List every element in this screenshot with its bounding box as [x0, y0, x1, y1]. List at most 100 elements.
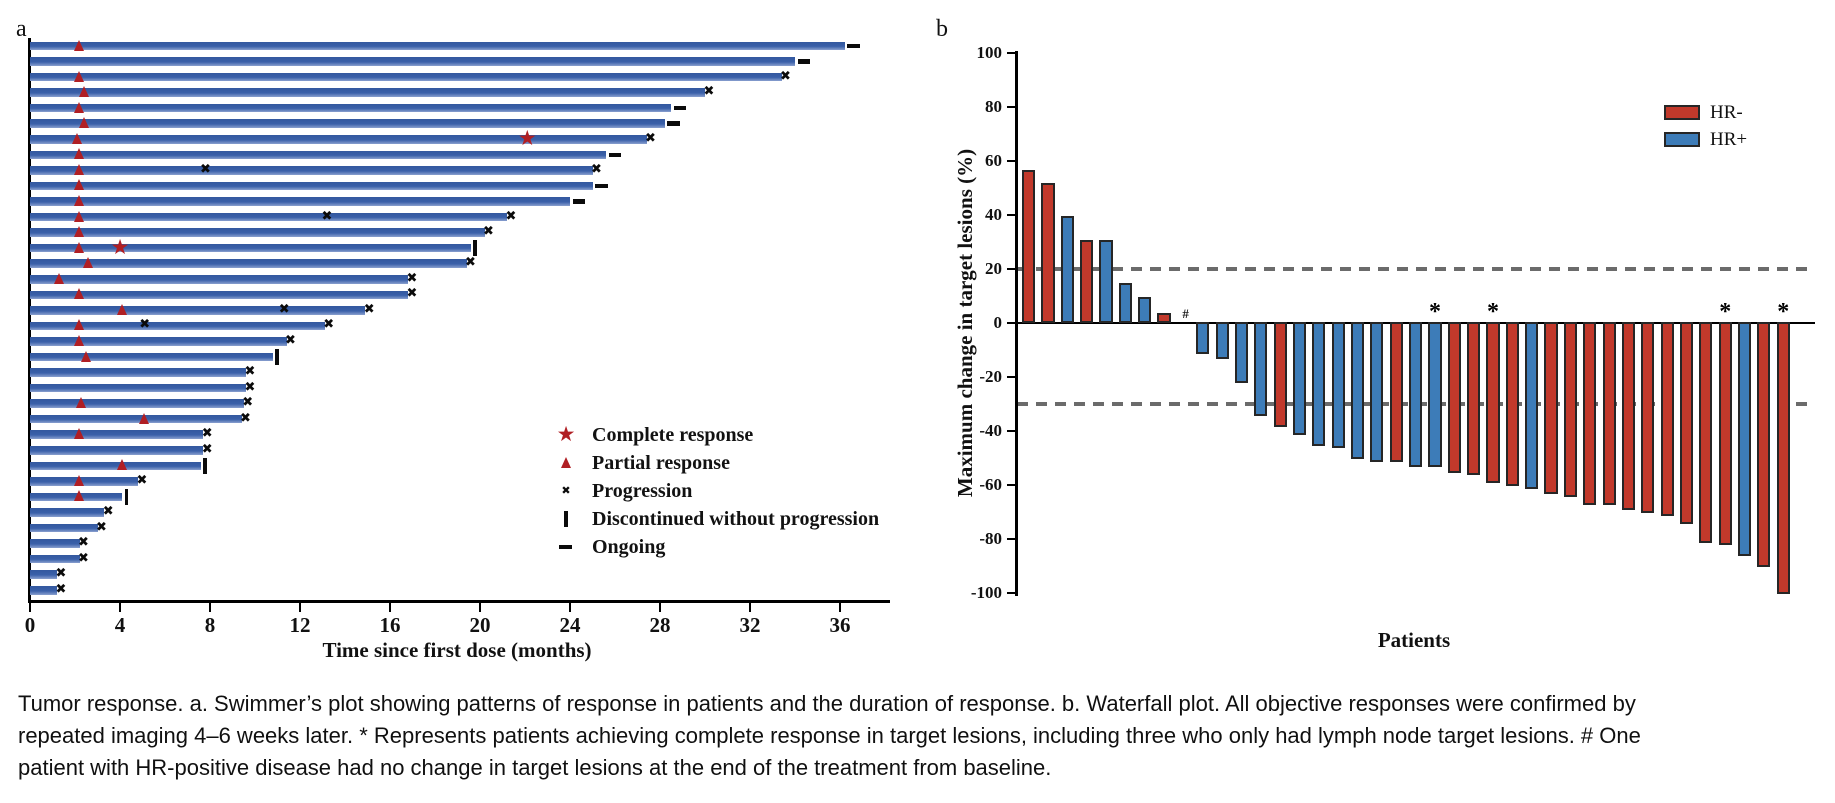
waterfall-bar — [1583, 322, 1597, 505]
progression-x-icon: ✖ — [278, 301, 290, 317]
swimmer-legend-label: Progression — [592, 480, 693, 502]
progression-x-icon: ✖ — [102, 504, 114, 519]
waterfall-y-tick-label: 0 — [993, 313, 1003, 332]
waterfall-bar — [1486, 322, 1500, 484]
ongoing-dash-icon — [595, 183, 608, 189]
waterfall-bar — [1292, 322, 1307, 435]
panel-b-label: b — [936, 16, 948, 42]
swimmer-bar — [30, 368, 246, 377]
waterfall-legend-swatch — [1664, 132, 1700, 147]
swimmer-x-tick — [118, 602, 122, 612]
waterfall-y-tick — [1007, 159, 1016, 163]
waterfall-bar — [1273, 322, 1287, 427]
progression-x-icon: ✖ — [321, 208, 333, 224]
progression-x-icon: ✖ — [406, 286, 418, 302]
waterfall-bar — [1254, 322, 1268, 416]
waterfall-bar — [1776, 322, 1790, 594]
panel-a-label: a — [16, 16, 27, 42]
partial-response-triangle-icon — [116, 303, 127, 315]
figure-caption: Tumor response. a. Swimmer’s plot showin… — [18, 691, 1641, 780]
partial-response-triangle-icon — [74, 226, 84, 238]
progression-x-icon: ✖ — [363, 301, 375, 317]
partial-response-triangle-icon — [74, 288, 84, 300]
progression-x-icon: ✖ — [240, 410, 251, 426]
partial-response-triangle-icon — [74, 241, 84, 253]
progression-x-icon: ✖ — [244, 379, 256, 395]
swimmer-bar — [30, 461, 201, 471]
complete-response-asterisk: * — [1487, 299, 1499, 325]
waterfall-y-tick-label: -60 — [979, 475, 1002, 494]
partial-response-triangle-icon — [76, 397, 87, 409]
swimmer-x-tick — [388, 602, 392, 612]
waterfall-y-tick — [1007, 321, 1016, 325]
partial-response-triangle-icon — [74, 148, 84, 160]
swimmer-bar — [30, 243, 471, 253]
swimmer-x-tick-label: 12 — [289, 613, 311, 637]
waterfall-bar — [1022, 169, 1036, 323]
waterfall-legend-label: HR+ — [1710, 129, 1748, 150]
progression-x-icon: ✖ — [780, 68, 791, 84]
swimmer-x-tick — [28, 602, 32, 612]
waterfall-legend-label: HR- — [1710, 102, 1743, 123]
partial-response-triangle-icon — [74, 70, 84, 82]
swimmer-bar — [30, 508, 105, 517]
progression-x-icon: ✖ — [323, 317, 335, 333]
swimmer-bar — [30, 585, 57, 595]
partial-response-triangle-icon — [74, 39, 84, 51]
complete-response-star-icon: ★ — [556, 422, 576, 446]
ongoing-dash-icon — [797, 59, 810, 64]
partial-response-triangle-icon — [116, 459, 127, 471]
partial-response-triangle-icon — [74, 163, 84, 175]
swimmer-bar — [30, 352, 273, 362]
swimmer-bar — [30, 197, 570, 206]
partial-response-triangle-icon — [78, 117, 89, 129]
swimmer-bar — [30, 150, 606, 160]
waterfall-y-tick-label: -100 — [970, 583, 1002, 602]
swimmer-x-tick-label: 16 — [379, 613, 401, 637]
waterfall-bar — [1428, 322, 1442, 468]
partial-response-triangle-icon — [74, 319, 84, 331]
waterfall-bar — [1196, 322, 1210, 354]
waterfall-y-tick — [1007, 375, 1016, 379]
swimmer-x-tick — [208, 602, 212, 612]
swimmer-x-tick-label: 20 — [469, 613, 491, 637]
swimmer-bar — [30, 554, 80, 564]
progression-x-icon: ✖ — [483, 224, 494, 240]
progression-x-icon: ✖ — [78, 550, 89, 566]
partial-response-triangle-icon — [71, 132, 82, 144]
swimmer-x-axis-title: Time since first dose (months) — [322, 638, 592, 662]
progression-x-icon: ✖ — [645, 130, 656, 146]
waterfall-bar — [1157, 312, 1171, 323]
progression-x-icon: ✖ — [55, 581, 67, 597]
waterfall-bar — [1718, 322, 1732, 546]
swimmer-bar — [30, 570, 57, 579]
waterfall-y-tick-label: 20 — [985, 259, 1002, 278]
waterfall-bar — [1621, 322, 1636, 511]
waterfall-bar — [1447, 322, 1461, 473]
complete-response-star-icon: ★ — [517, 126, 537, 151]
waterfall-y-tick — [1007, 537, 1016, 541]
waterfall-y-tick-label: 80 — [985, 97, 1002, 116]
complete-response-asterisk: * — [1777, 299, 1790, 325]
progression-x-icon: ✖ — [78, 535, 89, 551]
swimmer-x-tick-label: 8 — [204, 613, 216, 637]
swimmer-bar — [30, 135, 647, 144]
swimmer-x-axis — [28, 600, 890, 603]
progression-x-icon: ✖ — [406, 270, 418, 286]
swimmer-legend-label: Complete response — [592, 424, 754, 446]
partial-response-triangle-icon — [78, 86, 89, 98]
swimmer-bar — [30, 446, 204, 455]
waterfall-bar — [1563, 322, 1577, 497]
progression-x-icon: ✖ — [505, 208, 517, 224]
waterfall-y-tick-label: -20 — [979, 367, 1002, 386]
waterfall-bar — [1699, 322, 1713, 543]
waterfall-bar — [1099, 240, 1113, 323]
waterfall-bar — [1641, 322, 1655, 513]
waterfall-bar — [1737, 322, 1752, 557]
waterfall-bar — [1467, 322, 1481, 476]
ongoing-dash-icon — [572, 199, 585, 204]
waterfall-y-tick — [1007, 51, 1016, 55]
partial-response-triangle-icon — [74, 195, 84, 206]
waterfall-y-tick-label: -80 — [979, 529, 1002, 548]
waterfall-bar — [1312, 322, 1326, 446]
